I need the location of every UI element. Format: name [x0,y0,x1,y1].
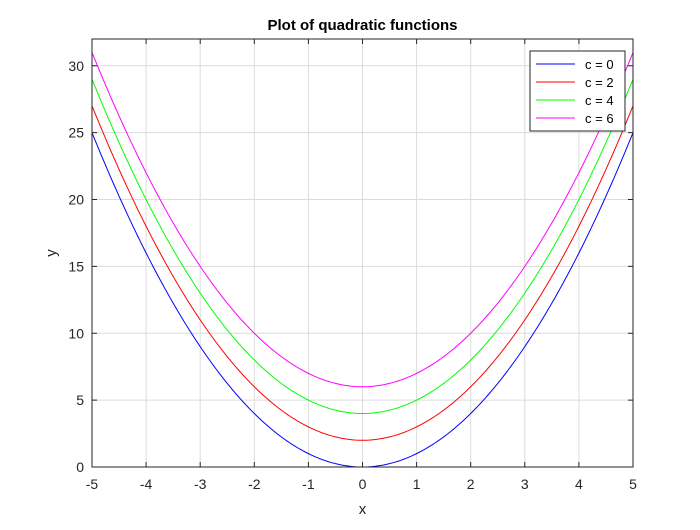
series-line-c-4 [91,78,634,415]
chart-title: Plot of quadratic functions [268,17,458,34]
series-line-c-2 [91,105,634,441]
x-tick-label: 0 [359,476,367,492]
x-tick-label: 2 [467,476,475,492]
y-tick-label: 0 [76,459,84,475]
legend-label: c = 4 [585,93,614,108]
x-tick-label: -2 [248,476,261,492]
series-line-c-6 [91,52,634,388]
x-tick-label: -5 [86,476,99,492]
x-tick-label: 4 [575,476,583,492]
y-tick-label: 15 [68,258,84,274]
ticks: -5 -4 -3 -2 -1 0 1 2 3 4 5 0 5 10 15 20 25 30 [68,39,637,492]
y-axis-label: y [43,249,60,257]
x-tick-label: -1 [302,476,315,492]
y-tick-label: 5 [76,392,84,408]
y-tick-label: 20 [68,192,84,208]
x-tick-label: 1 [413,476,421,492]
legend-label: c = 6 [585,111,614,126]
series-layer [91,52,634,468]
x-tick-label: -3 [194,476,207,492]
legend-label: c = 0 [585,57,614,72]
legend: c = 0 c = 2 c = 4 c = 6 [529,50,626,132]
x-tick-label: 3 [521,476,529,492]
y-tick-label: 10 [68,325,84,341]
legend-label: c = 2 [585,75,614,90]
x-tick-label: 5 [629,476,637,492]
y-tick-label: 25 [68,125,84,141]
x-tick-label: -4 [140,476,153,492]
x-axis-label: x [359,501,367,518]
y-tick-label: 30 [68,58,84,74]
